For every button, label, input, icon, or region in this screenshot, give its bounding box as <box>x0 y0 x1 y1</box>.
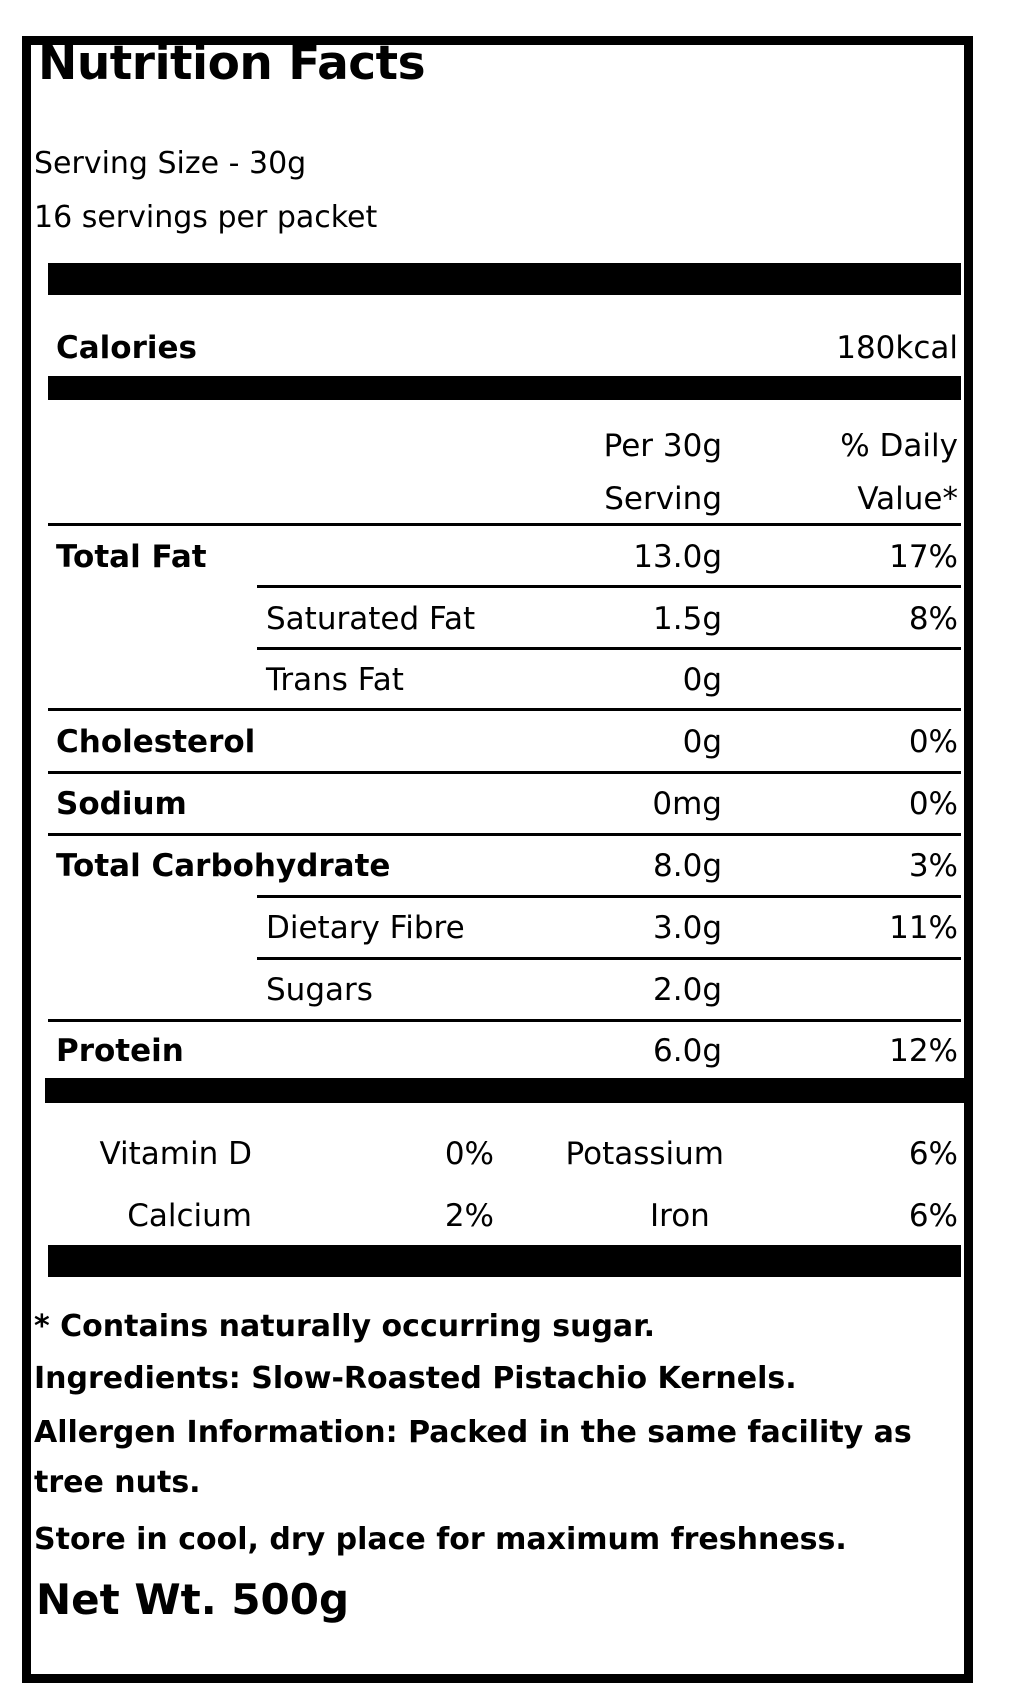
divider-header <box>48 523 961 526</box>
storage-instructions: Store in cool, dry place for maximum fre… <box>34 1522 847 1557</box>
nutrient-name: Total Fat <box>56 539 207 575</box>
thick-divider-vitamins <box>45 1078 964 1103</box>
allergen-info-line1: Allergen Information: Packed in the same… <box>34 1415 912 1450</box>
vitamin-daily-value: 0% <box>444 1136 494 1172</box>
serving-size: Serving Size - 30g <box>34 146 307 181</box>
nutrient-daily-value: 12% <box>889 1033 958 1069</box>
allergen-info-line2: tree nuts. <box>34 1465 201 1500</box>
nutrient-daily-value: 8% <box>908 601 958 637</box>
calories-label: Calories <box>56 330 197 366</box>
divider-sub <box>257 895 961 898</box>
nutrient-name: Sugars <box>266 972 373 1008</box>
vitamin-name: Iron <box>650 1198 710 1234</box>
nutrient-daily-value: 17% <box>889 539 958 575</box>
thick-divider-top <box>48 263 961 295</box>
nutrient-amount: 0g <box>682 724 722 760</box>
nutrient-amount: 3.0g <box>653 910 722 946</box>
nutrient-amount: 0g <box>682 662 722 698</box>
net-weight: Net Wt. 500g <box>36 1575 350 1624</box>
vitamin-daily-value: 6% <box>908 1198 958 1234</box>
servings-per-packet: 16 servings per packet <box>34 200 378 235</box>
divider-sub <box>257 585 961 588</box>
header-daily-value-line1: % Daily <box>840 428 958 464</box>
header-daily-value-line2: Value* <box>857 481 958 517</box>
nutrient-name: Sodium <box>56 786 187 822</box>
thick-divider-calories <box>48 376 961 400</box>
nutrient-amount: 1.5g <box>653 601 722 637</box>
vitamin-name: Vitamin D <box>99 1136 252 1172</box>
vitamin-name: Calcium <box>127 1198 252 1234</box>
nutrient-name: Protein <box>56 1033 184 1069</box>
nutrient-daily-value: 0% <box>908 786 958 822</box>
nutrient-amount: 0mg <box>652 786 722 822</box>
nutrient-amount: 13.0g <box>633 539 722 575</box>
nutrient-amount: 2.0g <box>653 972 722 1008</box>
vitamin-daily-value: 2% <box>444 1198 494 1234</box>
nutrient-name: Total Carbohydrate <box>56 848 391 884</box>
nutrition-label <box>22 36 973 1683</box>
sugar-note: * Contains naturally occurring sugar. <box>34 1309 656 1344</box>
divider-row <box>48 708 961 711</box>
divider-row <box>48 771 961 774</box>
nutrient-daily-value: 3% <box>908 848 958 884</box>
divider-sub <box>257 647 961 650</box>
thick-divider-footer <box>48 1245 961 1277</box>
ingredients: Ingredients: Slow-Roasted Pistachio Kern… <box>34 1361 797 1396</box>
nutrient-name: Trans Fat <box>266 662 404 698</box>
divider-sub <box>257 957 961 960</box>
label-title: Nutrition Facts <box>38 36 426 91</box>
nutrient-daily-value: 0% <box>908 724 958 760</box>
divider-row <box>48 1019 961 1022</box>
calories-value: 180kcal <box>836 330 958 366</box>
nutrient-amount: 6.0g <box>653 1033 722 1069</box>
vitamin-name: Potassium <box>565 1136 724 1172</box>
nutrient-name: Dietary Fibre <box>266 910 465 946</box>
divider-row <box>48 833 961 836</box>
nutrient-name: Saturated Fat <box>266 601 476 637</box>
header-per-serving-line2: Serving <box>604 481 722 517</box>
nutrient-name: Cholesterol <box>56 724 256 760</box>
nutrient-amount: 8.0g <box>653 848 722 884</box>
vitamin-daily-value: 6% <box>908 1136 958 1172</box>
nutrient-daily-value: 11% <box>889 910 958 946</box>
header-per-serving-line1: Per 30g <box>603 428 722 464</box>
